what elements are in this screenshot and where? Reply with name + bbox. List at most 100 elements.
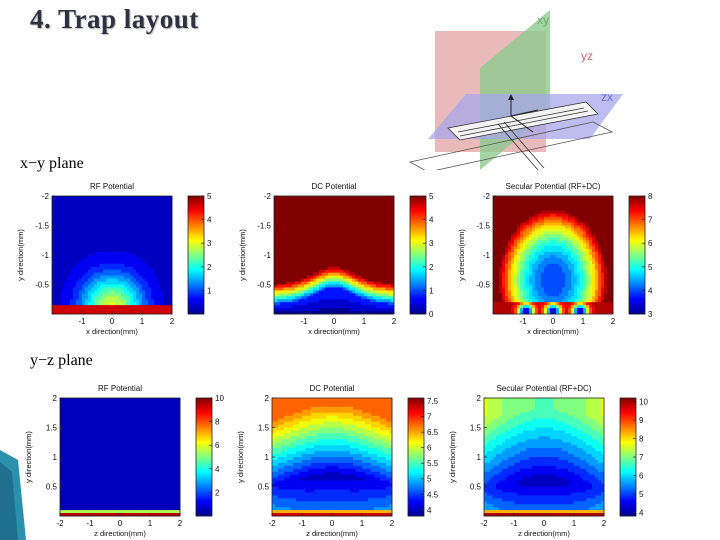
heatmap-cell: [532, 240, 536, 244]
heatmap-cell: [523, 293, 527, 297]
heatmap-cell: [274, 237, 278, 241]
heatmap-cell: [313, 255, 317, 259]
heatmap-cell: [340, 275, 344, 279]
heatmap-cell: [163, 278, 167, 282]
heatmap-cell: [112, 234, 116, 238]
heatmap-cell: [313, 290, 317, 294]
heatmap-cell: [100, 228, 104, 232]
heatmap-cell: [121, 207, 125, 212]
heatmap-cell: [367, 293, 371, 297]
plot-title: DC Potential: [312, 182, 357, 191]
heatmap-cell: [604, 216, 608, 220]
heatmap-cell: [292, 305, 296, 309]
heatmap-cell: [325, 272, 329, 277]
heatmap-cell: [334, 311, 338, 315]
heatmap-cell: [160, 311, 164, 315]
heatmap-cell: [505, 299, 509, 303]
heatmap-cell: [283, 281, 287, 285]
heatmap-cell: [298, 234, 302, 238]
heatmap-cell: [535, 246, 539, 250]
heatmap-cell: [598, 210, 602, 215]
heatmap-cell: [496, 252, 500, 256]
heatmap-cell: [295, 196, 299, 200]
heatmap-cell: [538, 269, 542, 274]
heatmap-cell: [61, 278, 65, 282]
heatmap-cell: [133, 266, 137, 271]
heatmap-cell: [568, 308, 572, 312]
heatmap-cell: [88, 287, 92, 291]
heatmap-cell: [346, 237, 350, 241]
heatmap-cell: [358, 252, 362, 256]
heatmap-cell: [556, 266, 560, 271]
heatmap-cell: [595, 225, 599, 229]
heatmap-cell: [382, 237, 386, 241]
heatmap-cell: [601, 213, 605, 218]
colorbar-segment: [410, 310, 426, 313]
heatmap-cell: [337, 213, 341, 218]
heatmap-cell: [601, 237, 605, 241]
heatmap-cell: [343, 204, 347, 209]
heatmap-cell: [529, 243, 533, 247]
heatmap-cell: [307, 275, 311, 279]
heatmap-cell: [592, 201, 596, 206]
heatmap-cell: [328, 231, 332, 235]
heatmap-cell: [541, 290, 545, 294]
heatmap-cell: [91, 305, 95, 309]
heatmap-cell: [301, 257, 305, 262]
heatmap-cell: [496, 222, 500, 226]
heatmap-cell: [544, 207, 548, 212]
heatmap-cell: [88, 231, 92, 235]
heatmap-cell: [157, 207, 161, 212]
heatmap-cell: [298, 275, 302, 279]
heatmap-cell: [76, 281, 80, 285]
heatmap-cell: [604, 252, 608, 256]
heatmap-cell: [286, 293, 290, 297]
heatmap-cell: [574, 210, 578, 215]
colorbar-segment: [410, 256, 426, 260]
heatmap-cell: [370, 252, 374, 256]
heatmap-cell: [355, 278, 359, 282]
heatmap-cell: [115, 249, 119, 253]
heatmap-cell: [382, 210, 386, 215]
heatmap-cell: [586, 198, 590, 203]
heatmap-cell: [565, 284, 569, 288]
heatmap-cell: [307, 255, 311, 259]
heatmap-cell: [157, 240, 161, 244]
heatmap-cell: [64, 269, 68, 274]
colorbar-segment: [188, 209, 204, 213]
heatmap-cell: [343, 210, 347, 215]
heatmap-cell: [334, 228, 338, 232]
heatmap-cell: [151, 257, 155, 262]
heatmap-cell: [517, 234, 521, 238]
heatmap-cell: [316, 196, 320, 200]
heatmap-cell: [289, 293, 293, 297]
heatmap-cell: [514, 284, 518, 288]
heatmap-cell: [127, 308, 131, 312]
heatmap-cell: [154, 216, 158, 220]
heatmap-cell: [565, 263, 569, 268]
heatmap-cell: [547, 204, 551, 209]
heatmap-cell: [523, 219, 527, 223]
heatmap-cell: [286, 198, 290, 203]
heatmap-cell: [358, 290, 362, 294]
heatmap-cell: [85, 231, 89, 235]
heatmap-cell: [58, 201, 62, 206]
heatmap-cell: [520, 210, 524, 215]
heatmap-cell: [133, 308, 137, 312]
heatmap-cell: [142, 207, 146, 212]
heatmap-cell: [136, 246, 140, 250]
heatmap-cell: [103, 246, 107, 250]
heatmap-cell: [337, 231, 341, 235]
heatmap-cell: [301, 201, 305, 206]
heatmap-cell: [133, 284, 137, 288]
heatmap-cell: [79, 201, 83, 206]
heatmap-cell: [289, 257, 293, 262]
heatmap-cell: [292, 196, 296, 200]
colorbar-segment: [188, 219, 204, 222]
heatmap-cell: [358, 222, 362, 226]
heatmap-cell: [493, 263, 497, 268]
heatmap-cell: [331, 240, 335, 244]
heatmap-cell: [544, 293, 548, 297]
heatmap-cell: [85, 290, 89, 294]
heatmap-cell: [586, 243, 590, 247]
